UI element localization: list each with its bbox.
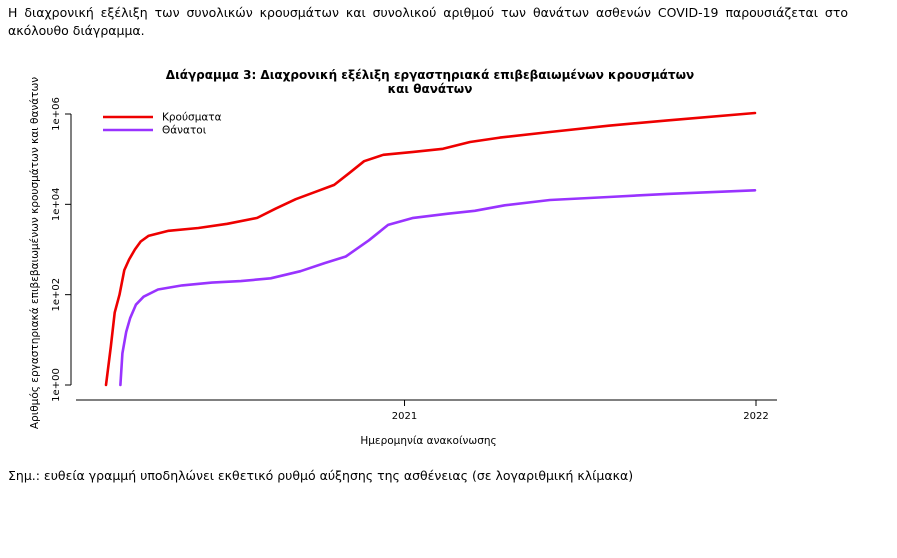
x-tick-label: 2022 [743, 411, 768, 422]
intro-paragraph: Η διαχρονική εξέλιξη των συνολικών κρουσ… [8, 5, 848, 38]
y-tick-label: 1e+06 [51, 97, 62, 131]
chart-footnote: Σημ.: ευθεία γραμμή υποδηλώνει εκθετικό … [8, 468, 634, 483]
series-line-1 [104, 111, 757, 387]
chart-title: Διάγραμμα 3: Διαχρονική εξέλιξη εργαστηρ… [165, 68, 695, 96]
legend-label: Θάνατοι [162, 125, 207, 137]
series-line-2 [119, 189, 757, 387]
y-tick-label: 1e+00 [51, 368, 62, 402]
chart-series-group [104, 111, 757, 387]
x-axis-label: Ημερομηνία ανακοίνωσης [360, 435, 496, 447]
y-axis-label: Αριθμός εργαστηριακά επιβεβαιωμένων κρου… [29, 77, 41, 429]
y-tick-label: 1e+02 [51, 278, 62, 312]
y-tick-label: 1e+04 [51, 188, 62, 222]
x-tick-label: 2021 [392, 411, 417, 422]
legend-label: Κρούσματα [162, 112, 222, 124]
chart-axes: 2021 2022 1e+00 1e+02 1e+04 1e+06 [51, 97, 777, 422]
